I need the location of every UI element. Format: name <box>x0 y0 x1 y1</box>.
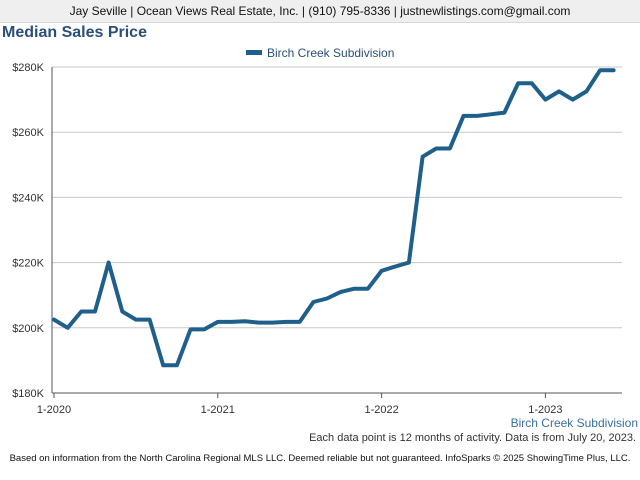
series-tag: Birch Creek Subdivision <box>510 416 638 430</box>
y-tick-label: $260K <box>12 127 44 139</box>
footer-disclaimer: Based on information from the North Caro… <box>9 453 631 464</box>
x-tick-label: 1-2021 <box>201 404 235 416</box>
y-tick-label: $280K <box>12 62 44 74</box>
series-line-birch-creek <box>52 68 616 368</box>
contact-header: Jay Seville | Ocean Views Real Estate, I… <box>0 0 640 23</box>
y-tick-label: $220K <box>12 258 44 270</box>
x-tick-label: 1-2020 <box>37 404 71 416</box>
x-tick-label: 1-2023 <box>528 404 562 416</box>
x-tick-label: 1-2022 <box>364 404 398 416</box>
legend-label: Birch Creek Subdivision <box>267 46 394 60</box>
chart-title: Median Sales Price <box>2 24 147 41</box>
y-tick-label: $240K <box>12 192 44 204</box>
legend-swatch <box>246 50 262 55</box>
y-tick-label: $180K <box>12 388 44 400</box>
data-note: Each data point is 12 months of activity… <box>309 432 636 444</box>
y-tick-label: $200K <box>12 323 44 335</box>
